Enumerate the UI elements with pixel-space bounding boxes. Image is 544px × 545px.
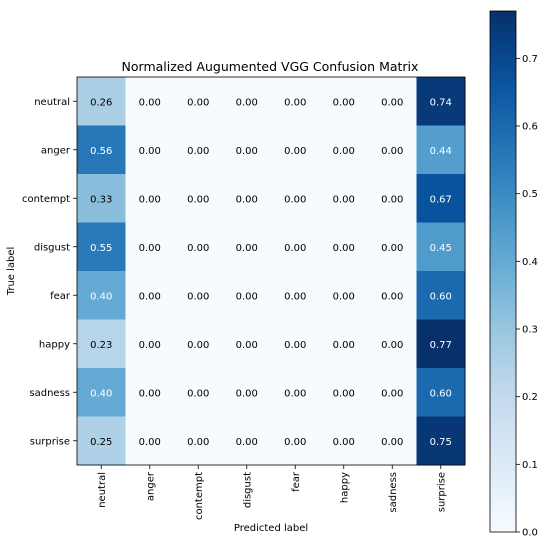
x-tick-label: happy	[339, 472, 350, 503]
cell-value-label: 0.00	[139, 194, 161, 205]
x-tick-label: anger	[145, 471, 156, 501]
cell-value-label: 0.00	[236, 97, 258, 108]
cell-value-label: 0.26	[90, 97, 112, 108]
y-tick-label: disgust	[34, 242, 70, 253]
cell-value-label: 0.67	[430, 194, 452, 205]
cell-value-label: 0.00	[139, 291, 161, 302]
colorbar-tick-label: 0.5	[522, 189, 538, 200]
colorbar-tick-label: 0.4	[522, 257, 538, 268]
cell-value-label: 0.00	[187, 243, 209, 254]
cell-value-label: 0.75	[430, 437, 452, 448]
colorbar: 0.0 0.1 0.2 0.3 0.4 0.5 0.6 0.7	[490, 11, 538, 539]
cell-value-label: 0.60	[430, 388, 452, 399]
cell-value-label: 0.33	[90, 194, 112, 205]
cell-value-label: 0.00	[236, 146, 258, 157]
cell-value-label: 0.00	[333, 194, 355, 205]
cell-value-label: 0.00	[139, 97, 161, 108]
cell-value-label: 0.00	[139, 146, 161, 157]
y-tick-label: neutral	[34, 97, 70, 108]
cell-value-label: 0.00	[381, 340, 403, 351]
cell-value-label: 0.00	[236, 194, 258, 205]
cell-value-label: 0.00	[139, 388, 161, 399]
cell-value-label: 0.00	[187, 437, 209, 448]
x-tick-label: disgust	[242, 472, 253, 508]
colorbar-tick-label: 0.0	[522, 528, 538, 539]
cell-value-label: 0.00	[381, 388, 403, 399]
colorbar-tick-label: 0.3	[522, 325, 538, 336]
cell-value-label: 0.40	[90, 291, 112, 302]
y-tick-label: anger	[41, 145, 71, 156]
x-tick-label: surprise	[436, 472, 447, 512]
cell-value-label: 0.00	[139, 437, 161, 448]
cell-value-label: 0.40	[90, 388, 112, 399]
x-axis: neutral anger contempt disgust fear happy sadn…	[97, 465, 448, 520]
y-tick-label: surprise	[30, 436, 70, 447]
colorbar-tick-label: 0.7	[522, 54, 538, 65]
cell-value-label: 0.00	[284, 291, 306, 302]
cell-value-label: 0.00	[236, 243, 258, 254]
y-axis-label: True label	[6, 247, 17, 297]
colorbar-tick-label: 0.6	[522, 122, 538, 133]
y-tick-label: contempt	[22, 194, 70, 205]
cell-value-label: 0.00	[333, 97, 355, 108]
cell-value-label: 0.00	[187, 340, 209, 351]
cell-value-label: 0.00	[236, 340, 258, 351]
cell-value-label: 0.00	[333, 388, 355, 399]
x-tick-label: fear	[291, 471, 302, 492]
cell-value-label: 0.00	[187, 291, 209, 302]
cell-value-label: 0.60	[430, 291, 452, 302]
cell-value-label: 0.00	[187, 146, 209, 157]
y-axis: neutral anger contempt disgust fear happy sadn…	[22, 97, 77, 448]
cell-value-label: 0.00	[284, 437, 306, 448]
cell-value-label: 0.00	[333, 291, 355, 302]
cell-value-label: 0.56	[90, 146, 112, 157]
cell-value-label: 0.00	[139, 340, 161, 351]
cell-value-label: 0.00	[187, 388, 209, 399]
cell-value-label: 0.00	[381, 291, 403, 302]
cell-value-label: 0.00	[139, 243, 161, 254]
cell-value-label: 0.55	[90, 243, 112, 254]
y-tick-label: sadness	[29, 388, 70, 399]
cell-value-label: 0.00	[236, 291, 258, 302]
cell-value-label: 0.00	[333, 437, 355, 448]
cell-value-label: 0.23	[90, 340, 112, 351]
cell-value-label: 0.00	[333, 243, 355, 254]
cell-value-label: 0.00	[333, 146, 355, 157]
cell-value-label: 0.00	[236, 388, 258, 399]
cell-value-label: 0.00	[284, 146, 306, 157]
colorbar-tick-label: 0.1	[522, 460, 538, 471]
cell-value-label: 0.77	[430, 340, 452, 351]
heatmap-cells: 0.26 0.00 0.00 0.00 0.00 0.00 0.00 0.74 0.56 0.00…	[77, 77, 466, 466]
x-tick-label: neutral	[97, 472, 108, 508]
x-tick-label: contempt	[194, 472, 205, 520]
cell-value-label: 0.45	[430, 243, 452, 254]
cell-value-label: 0.25	[90, 437, 112, 448]
cell-value-label: 0.00	[381, 194, 403, 205]
colorbar-tick-label: 0.2	[522, 392, 538, 403]
cell-value-label: 0.00	[284, 243, 306, 254]
x-tick-label: sadness	[388, 472, 399, 513]
cell-value-label: 0.00	[187, 97, 209, 108]
cell-value-label: 0.00	[381, 97, 403, 108]
colorbar-gradient	[490, 11, 516, 532]
cell-value-label: 0.00	[381, 437, 403, 448]
cell-value-label: 0.00	[284, 340, 306, 351]
cell-value-label: 0.00	[284, 194, 306, 205]
cell-value-label: 0.00	[284, 97, 306, 108]
chart-title: Normalized Augumented VGG Confusion Matr…	[122, 59, 419, 74]
cell-value-label: 0.74	[430, 97, 452, 108]
cell-value-label: 0.00	[236, 437, 258, 448]
cell-value-label: 0.00	[381, 146, 403, 157]
y-tick-label: happy	[39, 339, 70, 350]
cell-value-label: 0.00	[333, 340, 355, 351]
cell-value-label: 0.44	[430, 146, 452, 157]
cell-value-label: 0.00	[187, 194, 209, 205]
cell-value-label: 0.00	[284, 388, 306, 399]
y-tick-label: fear	[50, 291, 71, 302]
cell-value-label: 0.00	[381, 243, 403, 254]
x-axis-label: Predicted label	[234, 523, 308, 534]
